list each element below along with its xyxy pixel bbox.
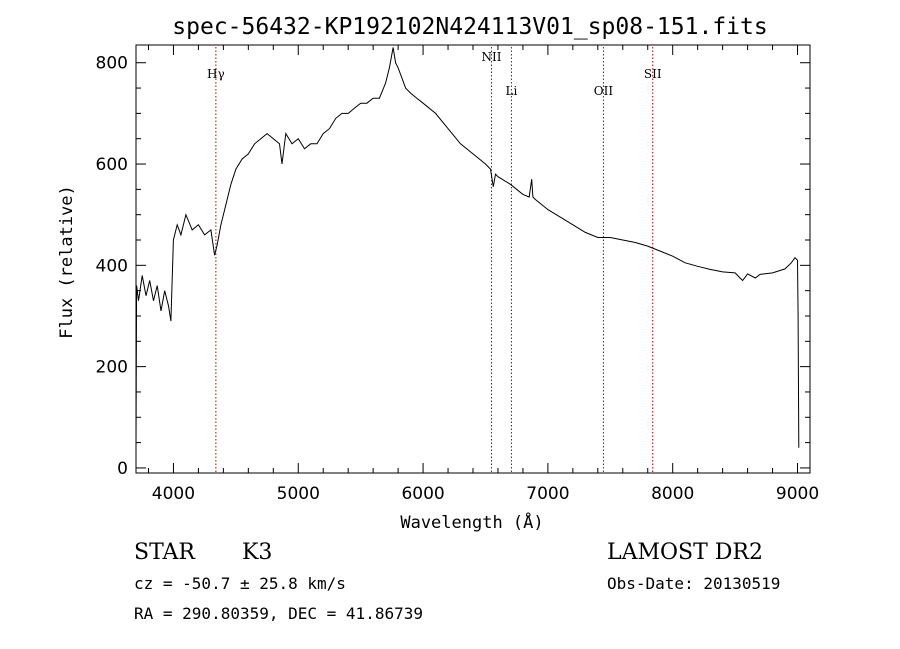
object-subclass: K3 xyxy=(242,540,272,565)
x-tick-label: 8000 xyxy=(651,484,694,504)
x-tick-label: 7000 xyxy=(526,484,569,504)
obs-date: Obs-Date: 20130519 xyxy=(607,574,780,593)
x-tick-label: 6000 xyxy=(401,484,444,504)
x-tick-label: 9000 xyxy=(776,484,819,504)
spectral-line-label: Hγ xyxy=(207,67,225,81)
x-axis-label: Wavelength (Å) xyxy=(400,511,543,533)
y-tick-label: 0 xyxy=(117,459,128,479)
spectral-lines-group: Hγ NII Li OII SII xyxy=(207,47,662,473)
chart-title: spec-56432-KP192102N424113V01_sp08-151.f… xyxy=(172,14,767,40)
coordinates: RA = 290.80359, DEC = 41.86739 xyxy=(134,604,423,623)
y-tick-label: 200 xyxy=(96,358,128,378)
y-tick-label: 400 xyxy=(96,256,128,276)
redshift-info: cz = -50.7 ± 25.8 km/s xyxy=(134,574,346,593)
spectral-line-label: Li xyxy=(506,84,518,98)
x-tick-label: 4000 xyxy=(152,484,195,504)
y-tick-label: 800 xyxy=(96,54,128,74)
x-tick-label: 5000 xyxy=(277,484,320,504)
plot-frame xyxy=(135,44,811,474)
spectrum-series-line xyxy=(135,47,800,448)
y-axis-label: Flux (relative) xyxy=(57,185,77,339)
y-tick-label: 600 xyxy=(96,155,128,175)
y-axis: 0 200 400 600 800 xyxy=(96,54,810,479)
spectral-line-label: SII xyxy=(644,67,662,81)
survey-name: LAMOST DR2 xyxy=(607,540,763,565)
spectral-line-label: NII xyxy=(481,50,501,64)
spectral-line-label: OII xyxy=(594,84,614,98)
object-class: STAR xyxy=(134,540,196,565)
x-axis: 4000 5000 6000 7000 8000 9000 xyxy=(147,45,819,504)
